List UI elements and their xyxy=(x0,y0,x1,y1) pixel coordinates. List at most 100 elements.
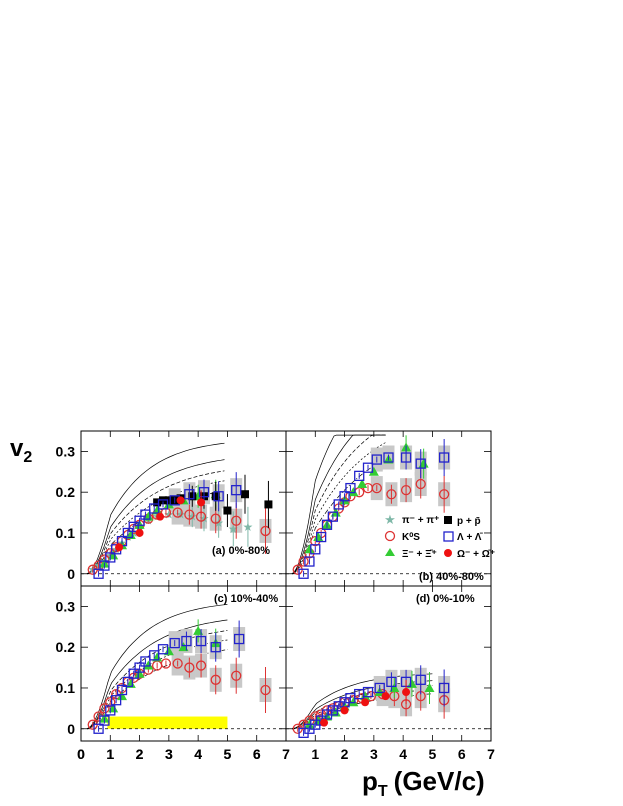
legend-label-lambda: Λ + Λ̄ xyxy=(457,532,483,543)
point-lambda xyxy=(362,686,374,698)
point-kaon xyxy=(371,482,382,494)
point-lambda xyxy=(149,650,160,661)
panel-a-label: (a) 0%-80% xyxy=(212,545,270,557)
point-kaon xyxy=(386,489,397,500)
x-tick-label-d: 6 xyxy=(458,746,466,762)
point-kaon xyxy=(172,658,183,669)
point-xi xyxy=(117,691,127,701)
x-tick-label-a: 4 xyxy=(194,746,202,762)
y-tick-label-c: 0.2 xyxy=(56,639,76,655)
point-lambda xyxy=(374,682,385,694)
x-tick-label-d: 3 xyxy=(370,746,378,762)
x-tick-label-c: 0 xyxy=(77,746,85,762)
legend-marker-lambda xyxy=(443,531,454,542)
panel-d-label: (d) 0%-10% xyxy=(416,593,475,605)
point-lambda xyxy=(181,635,192,647)
x-tick-label-d: 4 xyxy=(399,746,407,762)
point-omega xyxy=(197,498,206,507)
systematic-band xyxy=(107,716,228,729)
point-kaon xyxy=(184,662,195,673)
legend-marker-proton xyxy=(444,516,452,524)
point-kaon xyxy=(160,658,172,669)
x-tick-label-a: 0 xyxy=(77,746,85,762)
point-xi xyxy=(368,466,379,476)
point-pion: ★ xyxy=(243,520,254,534)
point-xi xyxy=(357,479,368,489)
x-tick-label-c: 1 xyxy=(106,746,114,762)
x-tick-label-a: 6 xyxy=(253,746,261,762)
point-xi xyxy=(424,682,435,692)
point-lambda xyxy=(362,462,374,473)
x-tick-label-c: 6 xyxy=(253,746,261,762)
point-proton xyxy=(211,492,220,501)
x-tick-label-a: 5 xyxy=(224,746,232,762)
point-lambda xyxy=(354,470,365,482)
y-axis-title: v2 xyxy=(10,435,32,466)
point-lambda xyxy=(345,482,356,494)
point-lambda xyxy=(400,452,412,463)
point-pion: ★ xyxy=(175,508,186,522)
point-lambda xyxy=(140,656,151,667)
point-xi xyxy=(125,678,136,688)
point-kaon xyxy=(195,660,207,671)
point-lambda xyxy=(116,684,128,696)
point-kaon xyxy=(231,515,242,526)
x-tick-label-d: 5 xyxy=(429,746,437,762)
point-kaon xyxy=(298,556,309,567)
panel-b-label: (b) 40%-80% xyxy=(419,571,484,583)
x-axis-title-sub: T xyxy=(378,783,388,800)
point-lambda xyxy=(122,527,134,539)
y-tick-label-c: 0.1 xyxy=(56,680,76,696)
legend-label-omega: Ω⁻ + Ω̄⁺ xyxy=(457,549,495,560)
point-xi xyxy=(406,678,417,688)
point-proton xyxy=(241,490,249,499)
legend-label-xi: Ξ⁻ + Ξ̄⁺ xyxy=(402,549,437,560)
point-lambda xyxy=(231,484,242,496)
legend-label-kaon: K⁰S xyxy=(402,532,420,543)
point-lambda xyxy=(415,458,426,469)
point-lambda xyxy=(157,499,169,510)
point-lambda xyxy=(122,676,134,688)
model-curve-b-2 xyxy=(291,434,386,575)
legend-item-kaon: K⁰S xyxy=(384,530,420,543)
point-lambda xyxy=(438,682,450,694)
point-kaon xyxy=(438,489,450,500)
point-lambda xyxy=(298,568,309,579)
point-xi xyxy=(143,511,154,521)
point-kaon xyxy=(210,674,221,685)
point-xi xyxy=(125,530,136,540)
x-tick-label-a: 1 xyxy=(106,746,114,762)
point-lambda xyxy=(210,642,221,653)
point-lambda xyxy=(105,552,116,563)
point-pion: ★ xyxy=(199,512,210,526)
point-xi xyxy=(152,505,163,515)
point-kaon xyxy=(260,525,271,537)
model-curve-b-4 xyxy=(291,458,386,575)
point-xi xyxy=(134,668,145,678)
point-lambda xyxy=(233,633,245,645)
point-lambda xyxy=(134,662,145,673)
point-pion: ★ xyxy=(228,522,239,536)
point-lambda xyxy=(134,515,145,526)
x-axis-title-main: p xyxy=(362,766,378,796)
point-lambda xyxy=(105,705,116,716)
point-omega xyxy=(115,543,124,552)
x-tick-label-d: 1 xyxy=(311,746,319,762)
model-curve-a-1 xyxy=(86,459,225,575)
band-layer xyxy=(107,716,228,729)
point-lambda xyxy=(184,489,195,500)
legend-label-proton: p + p̄ xyxy=(457,516,481,527)
point-kaon xyxy=(231,670,242,681)
point-omega xyxy=(361,698,370,707)
ticks-layer: 0 1 2 3 4 5 6 700.10.20.30 1 2 3 4 5 600.10.20.31 2 3 4 5… xyxy=(56,431,495,762)
point-omega xyxy=(320,718,329,727)
x-tick-label-a: 2 xyxy=(136,746,144,762)
model-curve-c-1 xyxy=(86,619,228,730)
point-lambda xyxy=(140,509,151,520)
point-lambda xyxy=(99,715,110,726)
point-lambda xyxy=(386,676,397,688)
point-lambda xyxy=(99,560,110,571)
point-omega xyxy=(402,688,411,697)
point-lambda xyxy=(213,491,224,502)
x-axis-title-unit: (GeV/c) xyxy=(394,766,485,796)
